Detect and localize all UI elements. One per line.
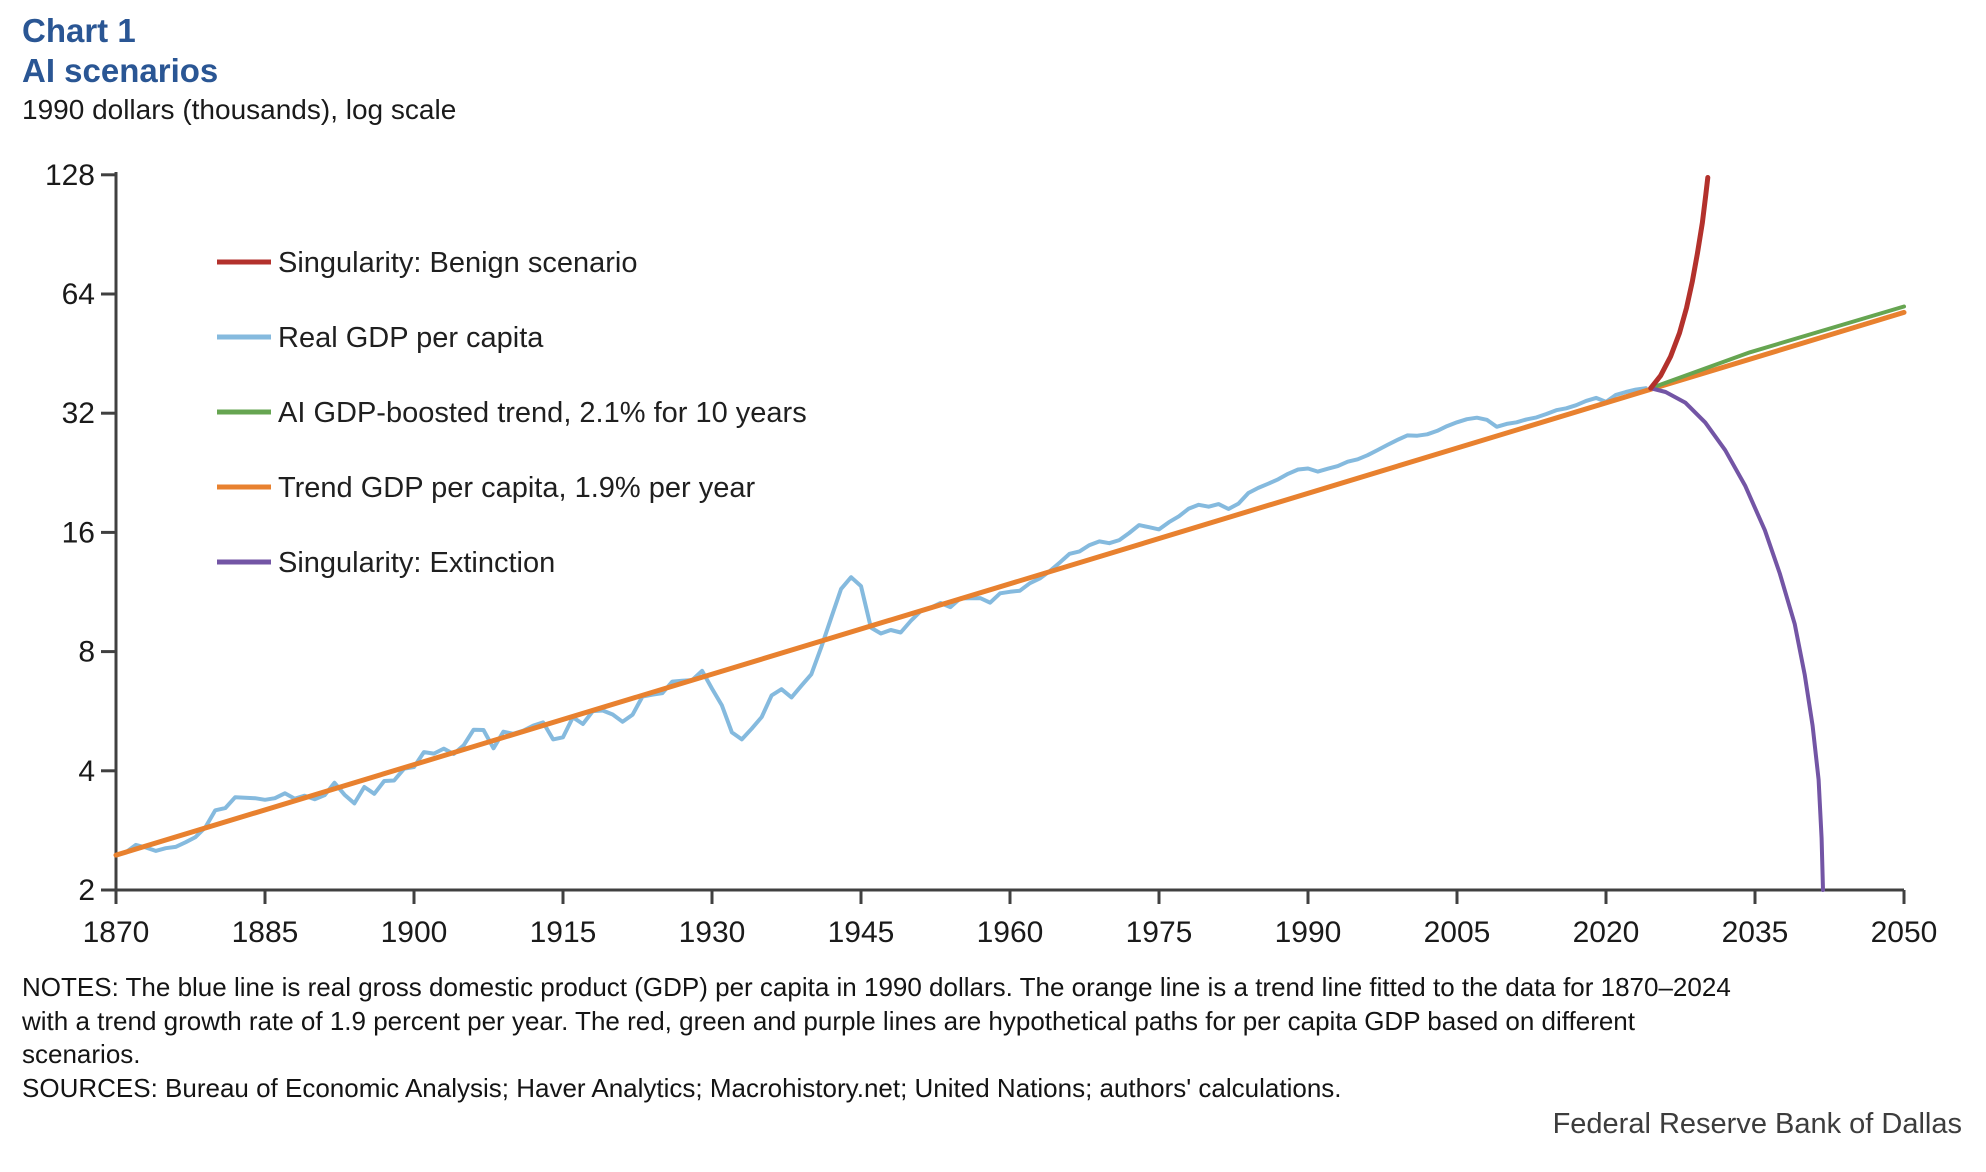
- y-axis-tick-label: 16: [62, 516, 95, 549]
- legend-label: Singularity: Extinction: [278, 547, 555, 579]
- x-axis-tick-label: 1885: [232, 916, 299, 949]
- y-axis-tick-label: 128: [45, 159, 95, 192]
- y-axis-tick-label: 4: [78, 755, 95, 788]
- chart-number-label: Chart 1: [22, 12, 136, 49]
- x-axis-tick-label: 1960: [977, 916, 1044, 949]
- x-axis-tick-label: 1990: [1275, 916, 1342, 949]
- y-axis-tick-label: 64: [62, 278, 95, 311]
- series-line-singularity-benign-scenario: [1648, 175, 1711, 391]
- notes-line: scenarios.: [22, 1039, 141, 1069]
- y-axis-tick-label: 32: [62, 397, 95, 430]
- notes-line: NOTES: The blue line is real gross domes…: [22, 972, 1731, 1002]
- legend-label: Singularity: Benign scenario: [278, 247, 637, 279]
- x-axis-tick-label: 1930: [679, 916, 746, 949]
- chart-subtitle: 1990 dollars (thousands), log scale: [22, 94, 457, 125]
- sources-line: SOURCES: Bureau of Economic Analysis; Ha…: [22, 1072, 1342, 1103]
- x-axis-tick-label: 1975: [1126, 916, 1193, 949]
- series-line-trend-gdp-per-capita-1-9-per-year: [113, 309, 1907, 858]
- chart-title: AI scenarios: [22, 52, 219, 89]
- series-line-singularity-extinction: [1648, 386, 1825, 892]
- legend-label: AI GDP-boosted trend, 2.1% for 10 years: [278, 397, 807, 429]
- y-axis-tick-label: 2: [78, 874, 95, 907]
- x-axis-tick-label: 2050: [1871, 916, 1938, 949]
- legend-label: Trend GDP per capita, 1.9% per year: [278, 472, 755, 504]
- x-axis-tick-label: 2035: [1722, 916, 1789, 949]
- x-axis-tick-label: 1900: [381, 916, 448, 949]
- series-line-ai-gdp-boosted-trend-2-1-for-10-years: [1648, 304, 1906, 391]
- series-line-real-gdp-per-capita: [114, 386, 1648, 858]
- x-axis-tick-label: 2020: [1573, 916, 1640, 949]
- attribution: Federal Reserve Bank of Dallas: [1552, 1108, 1962, 1140]
- notes-line: with a trend growth rate of 1.9 percent …: [22, 1005, 1635, 1036]
- x-axis-tick-label: 1915: [530, 916, 597, 949]
- x-axis-tick-label: 1945: [828, 916, 895, 949]
- legend-label: Real GDP per capita: [278, 322, 544, 354]
- x-axis-tick-label: 2005: [1424, 916, 1491, 949]
- y-axis-tick-label: 8: [78, 636, 95, 669]
- notes-block: NOTES: The blue line is real gross domes…: [22, 971, 1731, 1105]
- x-axis-tick-label: 1870: [83, 916, 150, 949]
